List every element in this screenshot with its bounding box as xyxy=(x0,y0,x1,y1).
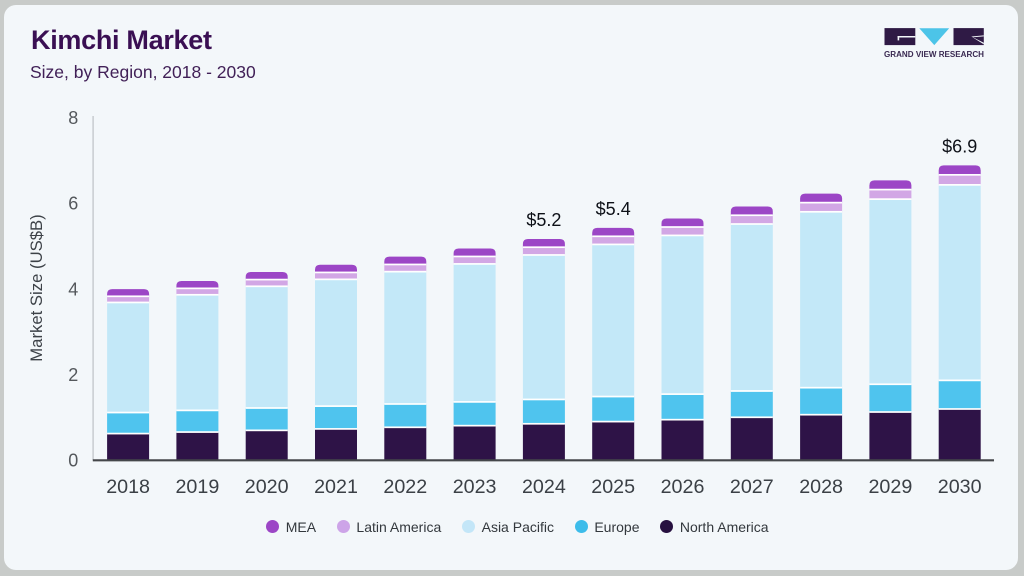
svg-text:$5.4: $5.4 xyxy=(596,199,631,219)
svg-text:2023: 2023 xyxy=(453,476,497,498)
svg-text:0: 0 xyxy=(68,451,78,471)
svg-text:2020: 2020 xyxy=(245,476,289,498)
svg-text:2: 2 xyxy=(68,365,78,385)
svg-text:2025: 2025 xyxy=(591,476,635,498)
svg-text:2029: 2029 xyxy=(868,476,912,498)
svg-text:2021: 2021 xyxy=(314,476,358,498)
svg-text:$5.2: $5.2 xyxy=(526,210,561,230)
svg-text:2024: 2024 xyxy=(522,476,566,498)
svg-text:2019: 2019 xyxy=(175,476,219,498)
svg-text:2018: 2018 xyxy=(106,476,150,498)
svg-text:4: 4 xyxy=(68,279,78,299)
svg-text:8: 8 xyxy=(68,108,78,128)
svg-text:$6.9: $6.9 xyxy=(942,136,977,156)
svg-text:GRAND VIEW RESEARCH: GRAND VIEW RESEARCH xyxy=(884,50,984,59)
svg-text:6: 6 xyxy=(68,194,78,214)
svg-text:2028: 2028 xyxy=(799,476,843,498)
svg-text:2030: 2030 xyxy=(938,476,982,498)
svg-text:Market Size (US$B): Market Size (US$B) xyxy=(27,214,46,361)
svg-text:2026: 2026 xyxy=(661,476,705,498)
svg-text:2022: 2022 xyxy=(383,476,427,498)
svg-text:2027: 2027 xyxy=(730,476,774,498)
